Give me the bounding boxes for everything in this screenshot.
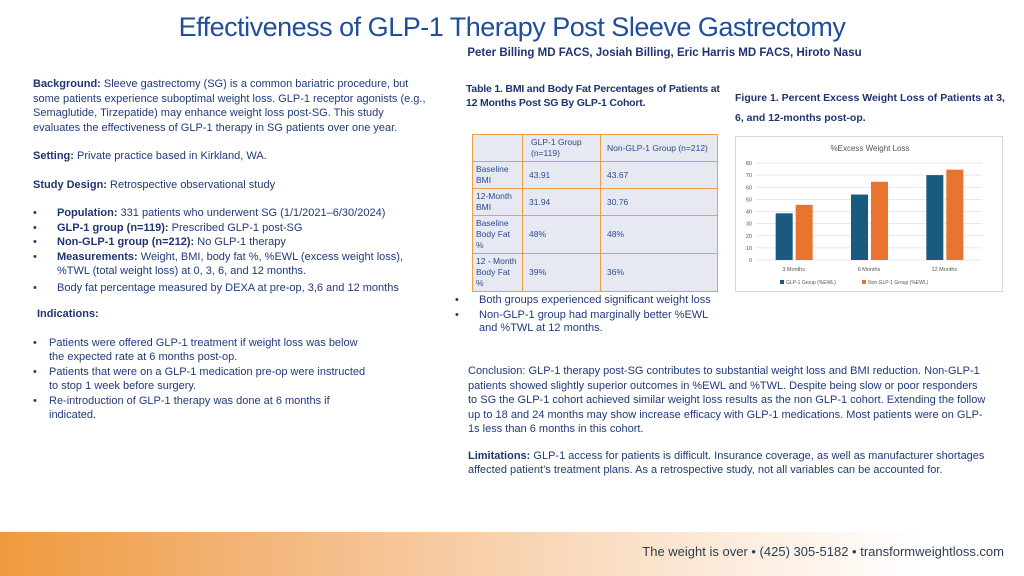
- legend-label: GLP-1 Group (%EWL): [786, 280, 836, 286]
- figure-caption: Figure 1. Percent Excess Weight Loss of …: [735, 92, 1005, 124]
- footer-banner: The weight is over • (425) 305-5182 • tr…: [0, 532, 1024, 576]
- list-item: Both groups experienced significant weig…: [455, 294, 720, 308]
- methods-list: Population: 331 patients who underwent S…: [33, 206, 433, 295]
- y-tick-label: 60: [746, 185, 752, 191]
- x-tick-label: 12 Months: [931, 267, 957, 273]
- table-caption: Table 1. BMI and Body Fat Percentages of…: [466, 83, 720, 109]
- indications-heading: Indications:: [37, 308, 99, 320]
- legend-swatch: [780, 280, 784, 284]
- legend-label: Non GLP-1 Group (%EWL): [868, 280, 929, 286]
- conclusion: Conclusion: GLP-1 therapy post-SG contri…: [468, 365, 986, 435]
- list-item: Non-GLP-1 group had marginally better %E…: [455, 309, 720, 336]
- bar-glp-1-group-ewl-: [775, 213, 793, 260]
- bar-non-glp-1-group-ewl-: [946, 169, 964, 260]
- legend-swatch: [862, 280, 866, 284]
- bar-non-glp-1-group-ewl-: [871, 181, 888, 260]
- y-tick-label: 50: [746, 197, 752, 203]
- table-row: 12 - Month Body Fat % 39% 36%: [472, 253, 718, 292]
- y-tick-label: 20: [746, 234, 752, 240]
- list-item: Body fat percentage measured by DEXA at …: [33, 281, 433, 296]
- bar-glp-1-group-ewl-: [926, 175, 944, 260]
- left-column: Background: Sleeve gastrectomy (SG) is a…: [33, 77, 433, 423]
- footer-text: The weight is over • (425) 305-5182 • tr…: [642, 544, 1004, 559]
- x-tick-label: 3 Months: [782, 267, 805, 273]
- table-row: Baseline BMI 43.91 43.67: [472, 161, 718, 189]
- study-design: Study Design: Retrospective observationa…: [33, 178, 276, 191]
- table-row: Baseline Body Fat % 48% 48%: [472, 215, 718, 254]
- y-tick-label: 0: [749, 258, 752, 264]
- setting: Setting: Private practice based in Kirkl…: [33, 150, 267, 162]
- indications-list: Patients were offered GLP-1 treatment if…: [33, 336, 373, 423]
- y-tick-label: 30: [746, 222, 752, 228]
- bar-glp-1-group-ewl-: [851, 194, 868, 260]
- ewl-chart: %Excess Weight Loss 0 10 20 30 40 50 60 70 80 3 Mo…: [735, 136, 1003, 292]
- y-tick-label: 80: [746, 161, 752, 167]
- chart-title: %Excess Weight Loss: [831, 144, 910, 153]
- list-item: GLP-1 group (n=119): Prescribed GLP-1 po…: [33, 221, 433, 236]
- table-header: Non-GLP-1 Group (n=212): [600, 134, 718, 162]
- y-tick-label: 10: [746, 246, 752, 252]
- chart-svg: %Excess Weight Loss 0 10 20 30 40 50 60 70 80 3 Mo…: [746, 144, 982, 286]
- bar-non-glp-1-group-ewl-: [795, 204, 813, 260]
- table-header: GLP-1 Group (n=119): [522, 134, 601, 162]
- results-table: GLP-1 Group (n=119) Non-GLP-1 Group (n=21…: [472, 134, 718, 292]
- authors: Peter Billing MD FACS, Josiah Billing, E…: [467, 47, 862, 59]
- table-header: [472, 134, 523, 162]
- y-tick-label: 70: [746, 173, 752, 179]
- list-item: Patients were offered GLP-1 treatment if…: [33, 336, 373, 365]
- background: Background: Sleeve gastrectomy (SG) is a…: [33, 78, 426, 134]
- conclusion-section: Conclusion: GLP-1 therapy post-SG contri…: [468, 364, 988, 478]
- x-tick-label: 6 Months: [858, 267, 881, 273]
- findings-list: Both groups experienced significant weig…: [455, 294, 720, 336]
- list-item: Population: 331 patients who underwent S…: [33, 206, 433, 221]
- list-item: Patients that were on a GLP-1 medication…: [33, 365, 373, 394]
- y-tick-label: 40: [746, 210, 752, 216]
- limitations: Limitations: GLP-1 access for patients i…: [468, 449, 985, 477]
- list-item: Non-GLP-1 group (n=212): No GLP-1 therap…: [33, 235, 433, 250]
- list-item: Re-introduction of GLP-1 therapy was don…: [33, 394, 373, 423]
- poster-title: Effectiveness of GLP-1 Therapy Post Slee…: [178, 12, 846, 42]
- list-item: Measurements: Weight, BMI, body fat %, %…: [33, 250, 433, 279]
- table-row: 12-Month BMI 31.94 30.76: [472, 188, 718, 216]
